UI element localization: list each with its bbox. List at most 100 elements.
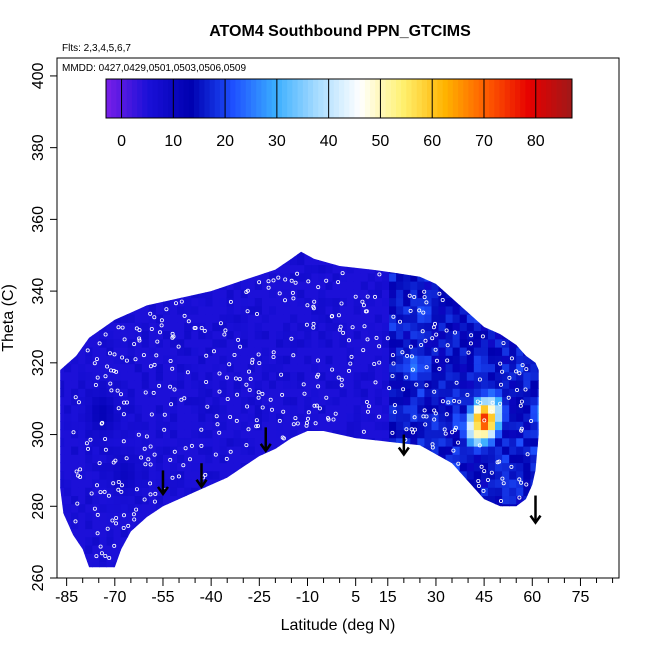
heat-cell (403, 437, 411, 447)
heat-cell (191, 314, 199, 323)
heat-cell (325, 528, 334, 538)
heat-cell (205, 330, 214, 340)
sample-point (457, 399, 462, 404)
heat-cell (459, 528, 468, 538)
heat-cell (459, 553, 468, 563)
sample-point (412, 294, 417, 299)
heat-cell (64, 479, 72, 488)
heat-cell (177, 314, 185, 323)
sample-point (374, 335, 379, 340)
heat-cell (466, 305, 475, 315)
heat-cell (269, 545, 277, 554)
heat-cell (106, 272, 115, 282)
sample-point (234, 418, 239, 423)
heat-cell (459, 256, 468, 266)
colorbar-segment (178, 79, 185, 118)
heat-cell (353, 371, 362, 381)
sample-point (215, 422, 220, 427)
heat-cell (184, 396, 192, 406)
heat-cell (191, 561, 199, 568)
heat-cell (325, 512, 334, 521)
heat-cell (85, 272, 93, 282)
heat-cell (134, 396, 143, 406)
heat-cell (269, 429, 277, 439)
heat-cell (205, 289, 214, 299)
heat-cell (325, 446, 334, 455)
heat-cell (530, 429, 539, 439)
heat-cell (290, 454, 298, 464)
heat-cell (226, 561, 235, 568)
heat-cell (360, 251, 369, 257)
heat-cell (417, 429, 425, 439)
heat-cell (155, 437, 164, 447)
heat-cell (226, 470, 235, 480)
heat-cell (163, 404, 171, 414)
heat-cell (290, 462, 298, 472)
heat-cell (488, 330, 496, 340)
heat-cell (466, 528, 475, 538)
heat-cell (85, 503, 93, 513)
heat-cell (346, 371, 355, 381)
heat-cell (346, 545, 355, 554)
sample-point (228, 414, 233, 419)
heat-cell (360, 429, 369, 439)
heat-cell (191, 512, 199, 521)
sample-point (256, 390, 261, 395)
colorbar-segment (235, 79, 242, 118)
heat-cell (255, 570, 263, 579)
heat-cell (113, 446, 122, 455)
sample-point (164, 307, 169, 312)
sample-point (361, 348, 366, 353)
heat-cell (148, 503, 157, 513)
heat-cell (92, 297, 100, 307)
heat-cell (488, 413, 496, 422)
heat-cell (128, 570, 136, 579)
heat-cell (233, 413, 242, 422)
heat-cell (530, 355, 539, 365)
heat-cell (353, 446, 362, 455)
heat-cell (85, 512, 93, 521)
heat-cell (530, 256, 539, 266)
heat-cell (332, 355, 341, 365)
heat-cell (311, 322, 319, 332)
heat-cell (240, 413, 249, 422)
heat-cell (452, 528, 461, 538)
sample-point (111, 460, 116, 465)
sample-point (519, 426, 524, 431)
heat-cell (374, 545, 383, 554)
sample-point (482, 469, 487, 474)
heat-cell (523, 264, 531, 274)
heat-cell (283, 536, 291, 546)
heat-cell (141, 330, 150, 340)
heat-cell (523, 470, 531, 480)
sample-point (97, 341, 102, 346)
heat-cell (240, 314, 249, 323)
heat-cell (417, 256, 425, 266)
heat-cell (495, 487, 503, 497)
heat-cell (247, 487, 256, 497)
heat-cell (120, 487, 129, 497)
heat-cell (367, 470, 376, 480)
heat-cell (502, 503, 510, 513)
sample-point (244, 382, 249, 387)
heat-cell (325, 297, 334, 307)
heat-cell (283, 454, 291, 464)
heat-cell (438, 297, 447, 307)
heat-cell (184, 272, 192, 282)
heat-cell (488, 281, 496, 290)
heat-cell (318, 512, 327, 521)
sample-point (116, 487, 121, 492)
heat-cell (431, 528, 440, 538)
heat-cell (148, 355, 157, 365)
heat-cell (523, 503, 531, 513)
heat-cell (452, 487, 461, 497)
heat-cell (530, 487, 539, 497)
heat-cell (276, 363, 284, 373)
sample-point (245, 404, 250, 409)
heat-cell (219, 446, 228, 455)
sample-point (157, 383, 162, 388)
heat-cell (276, 545, 284, 554)
heat-cell (226, 421, 235, 431)
sample-point (361, 429, 366, 434)
sample-point (329, 314, 334, 319)
